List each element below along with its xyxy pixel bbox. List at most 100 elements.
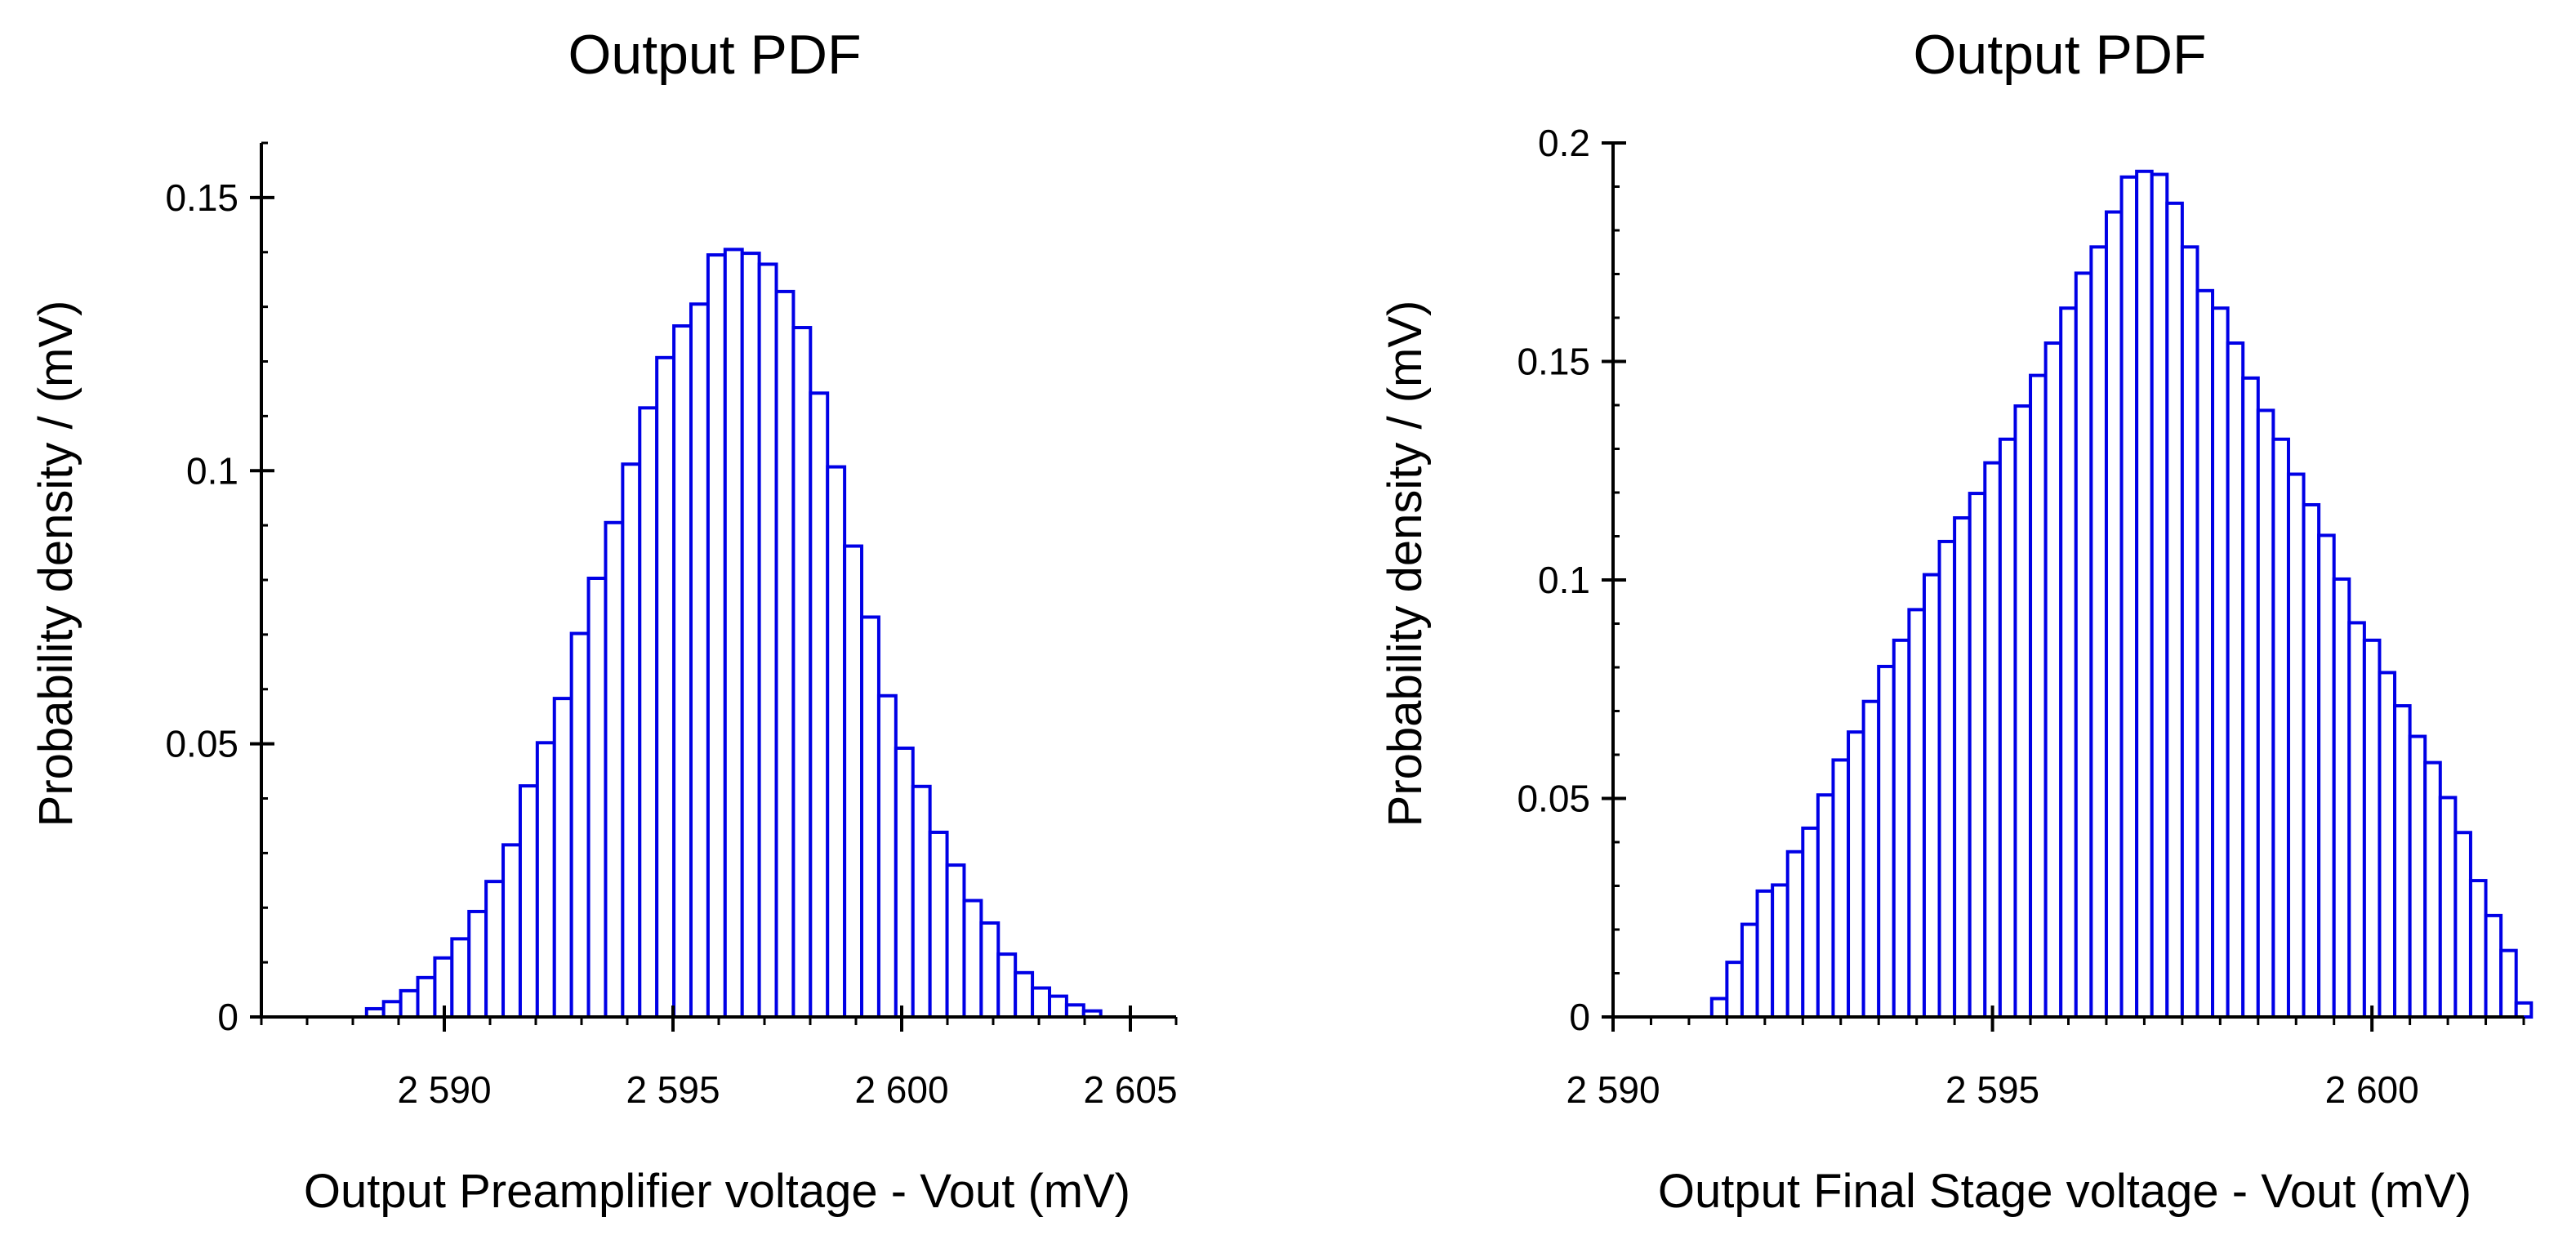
histogram-bar (1031, 986, 1051, 1019)
x-tick-label: 2 590 (397, 1068, 491, 1111)
histogram-bar (2484, 913, 2503, 1019)
histogram-bar (2302, 502, 2321, 1019)
histogram-bar (826, 465, 847, 1019)
histogram-bar (1953, 516, 1972, 1019)
histogram-bar (2089, 245, 2108, 1019)
x-tick-label: 2 595 (626, 1068, 720, 1111)
histogram-bar (399, 988, 420, 1019)
y-tick-label: 0 (1569, 996, 1590, 1038)
histogram-bar (1801, 826, 1820, 1019)
histogram-bar (655, 355, 676, 1019)
histogram-bar (518, 784, 539, 1019)
histogram-bar (2104, 210, 2124, 1019)
histogram-bar (1064, 1003, 1085, 1019)
histogram-bar (2332, 577, 2351, 1019)
histogram-bar (2514, 1001, 2534, 1019)
histogram-bar (860, 615, 880, 1019)
chart-preamplifier: Output PDF Probability density / (mV) Ou… (29, 24, 1178, 1218)
histogram-bar (1998, 437, 2017, 1019)
histogram-bar (604, 520, 625, 1019)
histogram-bar (2317, 533, 2336, 1019)
histogram-bar (979, 921, 1001, 1019)
histogram-bar (723, 247, 744, 1019)
histogram-bar (1907, 608, 1926, 1019)
histogram-bar (2074, 271, 2093, 1019)
histogram-bar (1937, 539, 1957, 1019)
y-axis-label: Probability density / (mV) (1379, 301, 1432, 827)
histogram-bar (672, 324, 693, 1019)
bars (364, 247, 1103, 1019)
histogram-bar (791, 326, 813, 1019)
y-tick-label: 0.15 (165, 176, 238, 219)
histogram-bar (1047, 994, 1068, 1019)
x-tick-label: 2 605 (1083, 1068, 1177, 1111)
histogram-bar (2286, 472, 2306, 1019)
histogram-bar (1816, 793, 1835, 1019)
histogram-bar (1771, 883, 1789, 1019)
histogram-bar (2241, 376, 2260, 1019)
histogram-bar (2408, 734, 2427, 1019)
histogram-bar (689, 302, 710, 1019)
histogram-bar (621, 462, 642, 1019)
histogram-bar (2393, 704, 2412, 1019)
y-tick-label: 0 (217, 996, 238, 1038)
histogram-bar (809, 391, 830, 1019)
histogram-bar (2468, 879, 2488, 1019)
y-tick-label: 0.05 (165, 723, 238, 765)
histogram-bar (2135, 169, 2154, 1019)
histogram-bar (2180, 245, 2199, 1019)
y-tick-label: 0.1 (1538, 559, 1590, 601)
histogram-bar (843, 544, 864, 1019)
chart-title: Output PDF (568, 24, 861, 86)
histogram-bar (535, 741, 556, 1019)
ticks: 0 0.05 0.1 0.15 2 590 2 595 2 600 2 605 (165, 141, 1178, 1111)
chart-title: Output PDF (1913, 24, 2206, 86)
histogram-bar (552, 697, 573, 1019)
histogram-bar (569, 631, 591, 1019)
histogram-bar (2347, 621, 2366, 1019)
y-tick-label: 0.15 (1517, 341, 1590, 383)
x-tick-label: 2 590 (1566, 1068, 1660, 1111)
histogram-bar (1709, 997, 1729, 1019)
histogram-bar (876, 693, 898, 1019)
histogram-bar (2499, 948, 2518, 1019)
histogram-bar (1740, 922, 1759, 1019)
histogram-bar (894, 746, 915, 1019)
histogram-bar (1892, 638, 1911, 1019)
ticks: 0 0.05 0.1 0.15 0.2 2 590 2 595 2 600 (1517, 122, 2525, 1111)
y-tick-label: 0.2 (1538, 122, 1590, 164)
histogram-bar (1861, 699, 1881, 1019)
histogram-bar (1831, 758, 1851, 1019)
x-tick-label: 2 600 (2325, 1068, 2419, 1111)
histogram-bar (501, 843, 522, 1019)
histogram-bar (2423, 760, 2442, 1019)
histogram-bar (2271, 437, 2290, 1019)
histogram-bar (740, 252, 761, 1019)
x-axis-label: Output Preamplifier voltage - Vout (mV) (304, 1165, 1130, 1218)
histogram-bar (2029, 373, 2048, 1019)
histogram-bar (2150, 172, 2169, 1019)
histogram-bar (1983, 461, 2002, 1019)
histogram-bar (2195, 288, 2215, 1019)
y-tick-label: 0.1 (186, 449, 238, 492)
histogram-bar (1968, 492, 1987, 1019)
histogram-bar (757, 262, 778, 1019)
histogram-bar (2438, 796, 2458, 1019)
histogram-bar (911, 784, 932, 1019)
bars (1709, 169, 2534, 1019)
histogram-bar (2013, 404, 2033, 1019)
histogram-bar (586, 576, 608, 1019)
histogram-bar (1014, 970, 1035, 1019)
histogram-bar (416, 975, 437, 1019)
histogram-bar (2362, 638, 2382, 1019)
y-tick-label: 0.05 (1517, 778, 1590, 820)
histogram-bar (945, 863, 966, 1019)
x-tick-label: 2 595 (1945, 1068, 2039, 1111)
chart-final-stage: Output PDF Probability density / (mV) Ou… (1379, 24, 2534, 1218)
histogram-bar (706, 253, 727, 1019)
histogram-bar (996, 952, 1018, 1019)
histogram-bar (2165, 201, 2184, 1019)
histogram-bar (774, 289, 796, 1019)
histogram-bar (1725, 961, 1744, 1019)
histogram-bar (928, 830, 949, 1019)
